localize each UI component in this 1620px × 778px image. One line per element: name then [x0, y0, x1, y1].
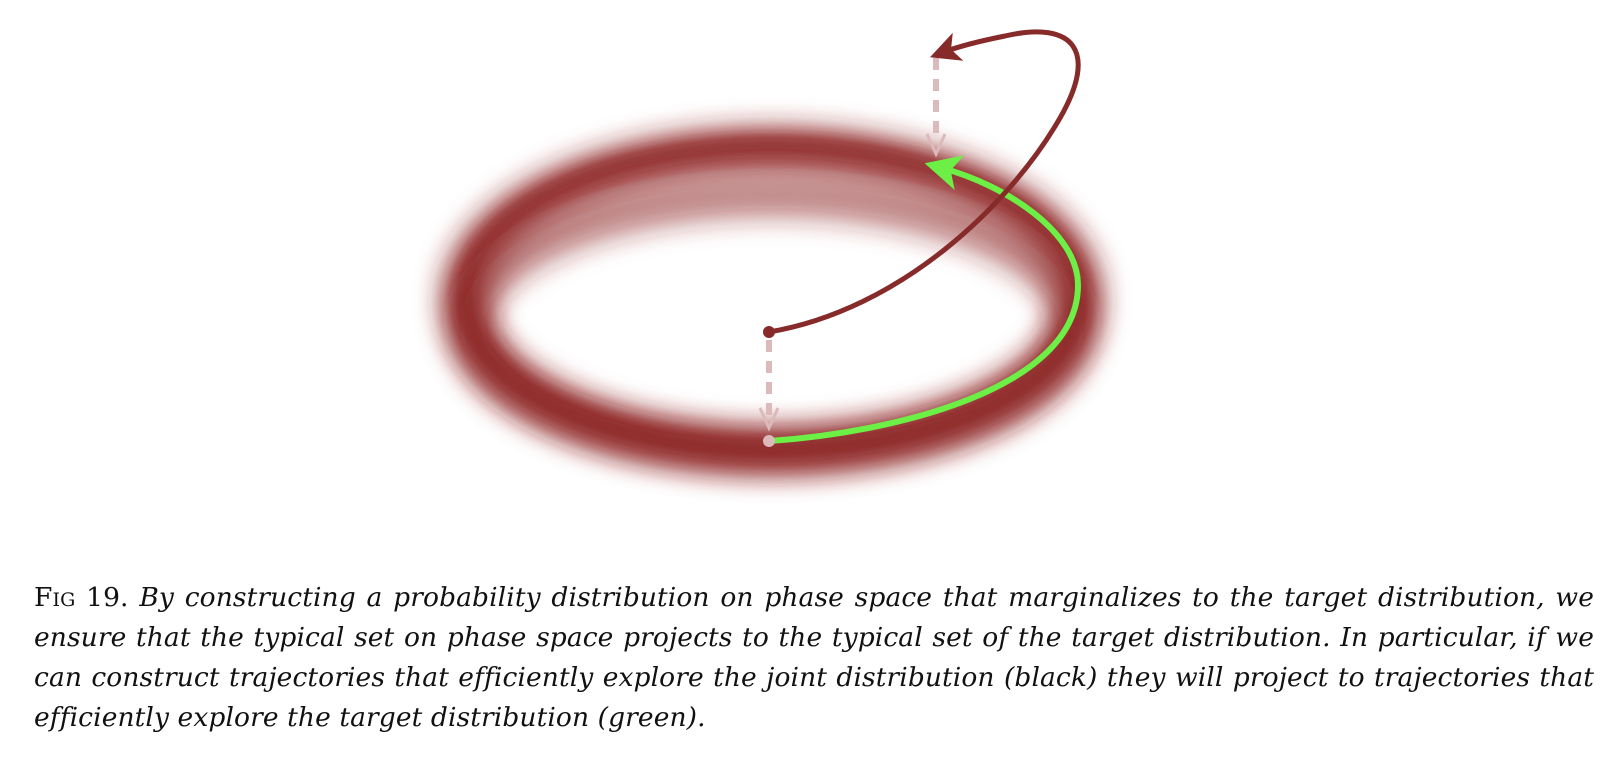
- figure-caption: Fig 19. By constructing a probability di…: [34, 578, 1594, 738]
- caption-text: By constructing a probability distributi…: [34, 582, 1595, 733]
- typical-set-ring: [441, 127, 1103, 473]
- joint-start-point: [763, 326, 775, 338]
- target-trajectory: [766, 155, 1082, 444]
- caption-label: Fig 19.: [34, 582, 129, 613]
- end-projection-arrow: [925, 58, 947, 158]
- phase-space-figure: [441, 29, 1103, 473]
- joint-trajectory: [766, 29, 1081, 335]
- target-start-point: [763, 435, 775, 447]
- start-projection-arrow: [758, 340, 780, 432]
